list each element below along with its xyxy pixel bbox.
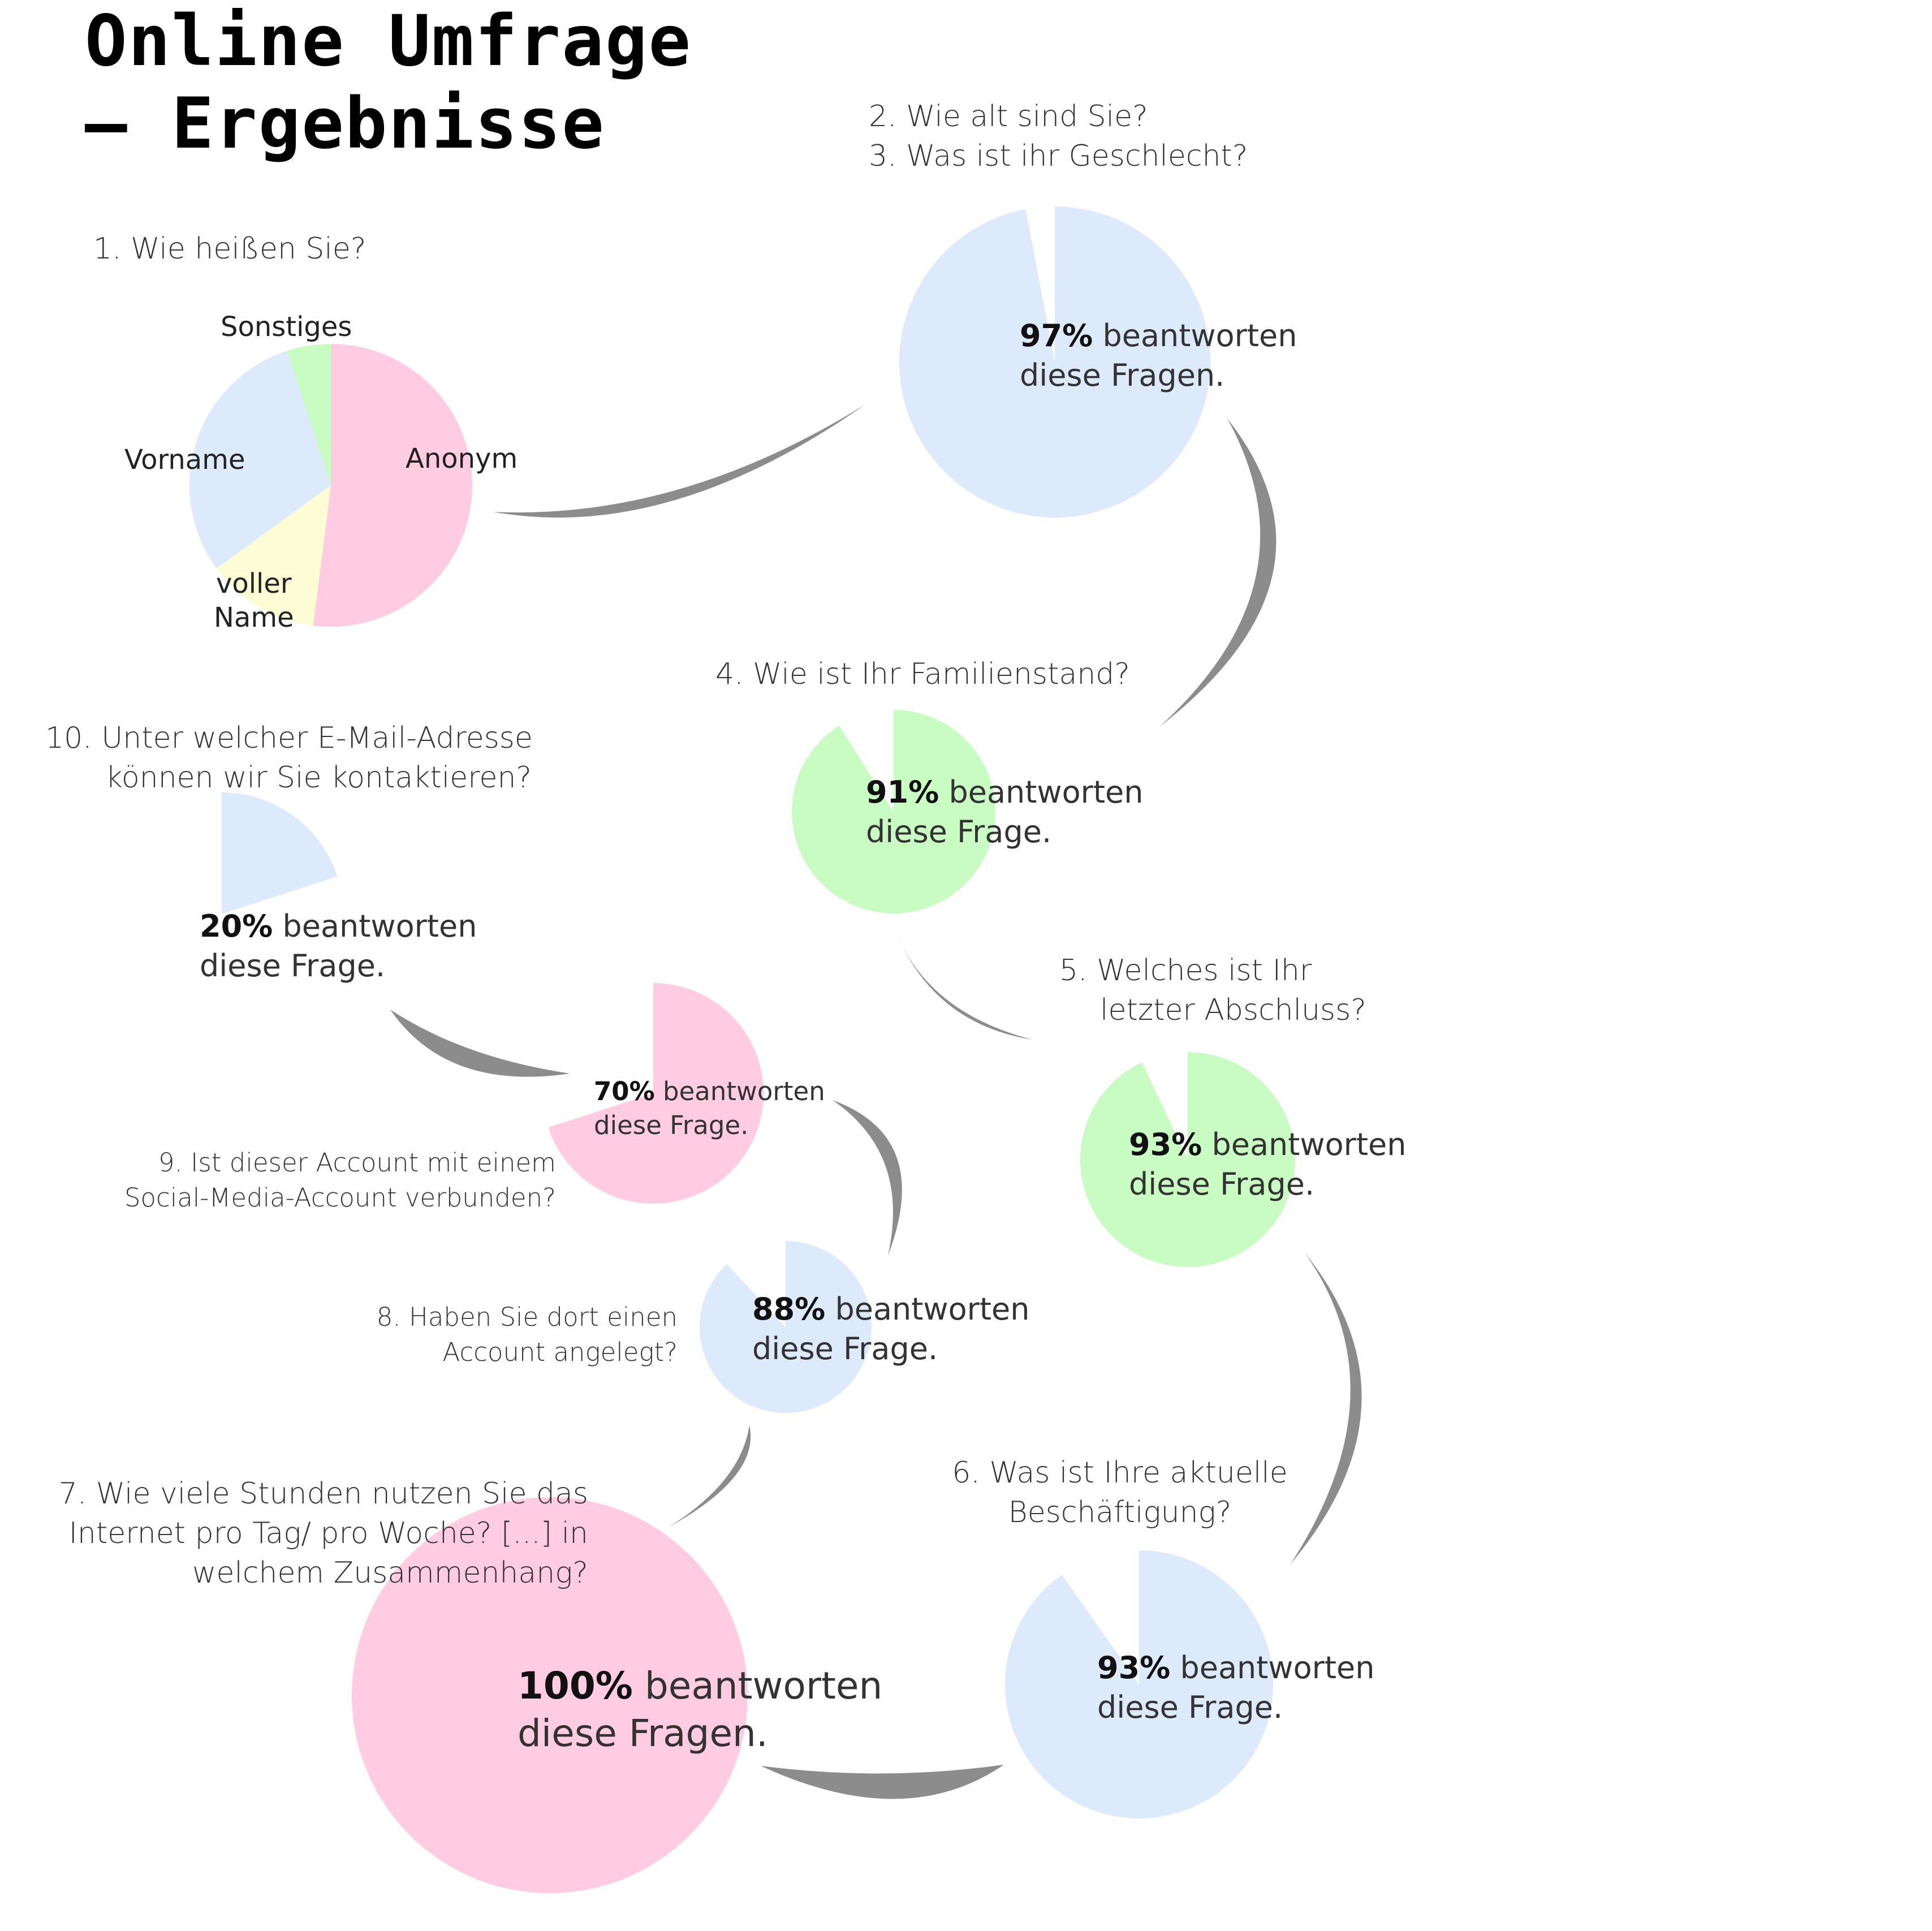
arrow-4-to-5 [895,930,1032,1040]
question-3-text: 3. Was ist ihr Geschlecht? [869,139,1248,173]
pie2-percent: 97% [1020,318,1093,354]
question-2-3: 2. Wie alt sind Sie? 3. Was ist ihr Gesc… [869,97,1248,176]
arrow-9-to-10 [390,1010,570,1077]
pie1-label-voller-name: voller Name [214,567,294,635]
question-10-line1: 10. Unter welcher E-Mail-Adresse [45,721,533,755]
question-10: 10. Unter welcher E-Mail-Adresse können … [45,718,533,798]
pie10-answered-slice [222,792,338,914]
question-10-line2: können wir Sie kontaktieren? [105,761,532,795]
question-5-line2: letzter Abschluss? [1100,993,1366,1027]
pie2-percent-label: 97% beantworten diese Fragen. [1020,316,1297,395]
pie7-text1: beantworten [644,1664,883,1708]
question-7-line3: welchem Zusammenhang? [192,1556,588,1590]
arrow-2-to-4 [1159,419,1276,727]
question-6-line2: Beschäftigung? [1008,1495,1232,1529]
arrow-5-to-6 [1291,1253,1362,1564]
pie1-label-sonstiges: Sonstiges [221,311,352,343]
pie-charts [189,206,1296,1894]
pie9-percent-label: 70% beantworten diese Frage. [594,1075,825,1143]
question-8: 8. Haben Sie dort einen Account angelegt… [317,1300,678,1370]
pie8-percent: 88% [752,1291,826,1327]
pie1-label-voller: voller [215,568,292,600]
pie4-answered-slice [792,709,996,913]
pie9-percent: 70% [594,1076,655,1106]
arrow-1-to-2 [493,404,865,518]
pie10-percent: 20% [200,908,273,944]
pie8-answered-slice [700,1241,872,1413]
pie1-label-anonym: Anonym [406,443,518,475]
question-2-text: 2. Wie alt sind Sie? [869,100,1148,133]
question-1-text: 1. Wie heißen Sie? [93,232,366,266]
arrow-8-to-9 [833,1100,902,1256]
question-7-line1: 7. Wie viele Stunden nutzen Sie das [58,1477,588,1511]
pie7-answered-slice [352,1497,748,1894]
pie7-percent: 100% [518,1664,633,1708]
pie10-percent-label: 20% beantworten diese Frage. [200,907,477,986]
question-4-text: 4. Wie ist Ihr Familienstand? [715,657,1130,691]
pie6-text2: diese Frage. [1097,1689,1283,1725]
pie1-label-vorname: Vorname [124,444,245,476]
pie7-text2: diese Fragen. [518,1712,768,1755]
question-1: 1. Wie heißen Sie? [93,229,366,269]
pie4-text1: beantworten [948,774,1144,810]
pie9-text1: beantworten [663,1076,825,1106]
pie2-text2: diese Fragen. [1020,357,1225,393]
pie5-text1: beantworten [1211,1127,1407,1162]
pie1-slice-sonstiges [287,344,331,485]
pie4-text2: diese Frage. [866,814,1052,850]
pie10-text2: diese Frage. [200,948,386,984]
flow-arrows [390,404,1362,1799]
question-5-line1: 5. Welches ist Ihr [1059,954,1312,988]
page-title: Online Umfrage – Ergebnisse [85,0,692,165]
question-5: 5. Welches ist Ihr letzter Abschluss? [1059,951,1366,1030]
question-9-line2: Social-Media-Account verbunden? [124,1183,556,1213]
pie4-percent-label: 91% beantworten diese Frage. [866,773,1143,852]
pie6-text1: beantworten [1180,1650,1375,1686]
pie8-percent-label: 88% beantworten diese Frage. [752,1290,1029,1369]
pie9-answered-slice [548,983,764,1204]
page-title-line1: Online Umfrage [85,1,692,82]
question-8-line1: 8. Haben Sie dort einen [376,1302,678,1332]
pie1-slice-anonym [313,344,472,627]
pie9-text2: diese Frage. [594,1110,749,1140]
page-title-line2: – Ergebnisse [85,83,605,165]
pie1-label-name: Name [214,602,294,633]
pie6-percent: 93% [1097,1650,1171,1686]
pie5-text2: diese Frage. [1129,1166,1315,1202]
question-9: 9. Ist dieser Account mit einem Social-M… [85,1145,556,1216]
pie8-text1: beantworten [835,1291,1030,1327]
question-7-line2: Internet pro Tag/ pro Woche? [...] in [68,1516,588,1550]
arrow-7-to-8 [669,1425,751,1527]
question-7: 7. Wie viele Stunden nutzen Sie das Inte… [45,1474,588,1593]
pie2-answered-slice [899,206,1210,518]
pie5-answered-slice [1080,1052,1296,1268]
pie4-percent: 91% [866,774,939,810]
pie2-text1: beantworten [1102,318,1297,354]
question-6: 6. Was ist Ihre aktuelle Beschäftigung? [916,1453,1323,1532]
pie10-text1: beantworten [282,908,477,944]
pie1-slice-vorname [189,351,331,568]
pie5-percent: 93% [1129,1127,1202,1162]
question-4: 4. Wie ist Ihr Familienstand? [715,654,1130,694]
question-9-line1: 9. Ist dieser Account mit einem [158,1148,556,1178]
arrow-6-to-7 [761,1765,1004,1799]
question-6-line1: 6. Was ist Ihre aktuelle [952,1456,1288,1490]
pie6-answered-slice [1004,1550,1273,1818]
pie6-percent-label: 93% beantworten diese Frage. [1097,1648,1374,1727]
question-8-line2: Account angelegt? [442,1337,678,1367]
pie8-text2: diese Frage. [752,1331,938,1367]
pie1-slice-voller-name [216,485,331,626]
pie7-percent-label: 100% beantworten diese Fragen. [518,1662,882,1757]
pie5-percent-label: 93% beantworten diese Frage. [1129,1125,1406,1204]
